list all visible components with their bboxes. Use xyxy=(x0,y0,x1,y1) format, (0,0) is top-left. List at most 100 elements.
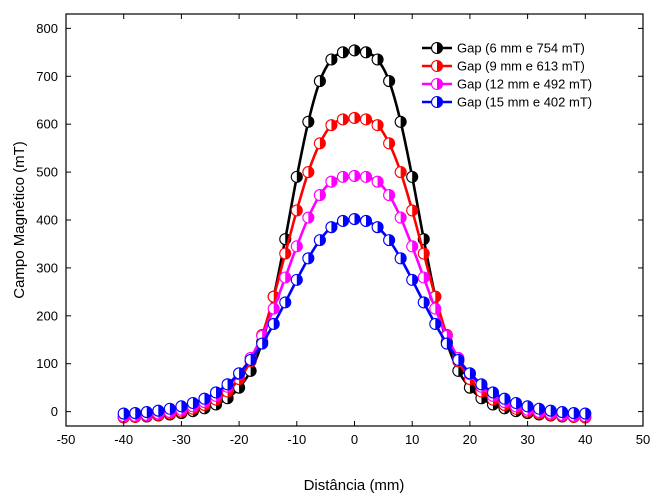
data-point xyxy=(417,271,430,284)
data-point xyxy=(279,296,292,309)
y-tick-label: 0 xyxy=(51,404,58,419)
data-point xyxy=(348,169,361,182)
data-point xyxy=(336,170,350,183)
data-point xyxy=(486,386,500,399)
data-point xyxy=(394,211,407,224)
data-point xyxy=(406,240,419,253)
x-tick-label: 10 xyxy=(405,432,419,447)
data-point xyxy=(233,367,246,380)
data-point xyxy=(440,337,453,350)
data-point xyxy=(290,204,303,217)
x-tick-label: -50 xyxy=(57,432,76,447)
data-point xyxy=(325,221,338,234)
data-point xyxy=(452,353,465,366)
y-tick-label: 500 xyxy=(36,165,58,180)
data-point xyxy=(325,175,338,188)
data-point xyxy=(430,77,444,91)
data-point xyxy=(313,137,326,150)
data-point xyxy=(359,170,373,183)
data-point xyxy=(348,44,361,57)
series-492 xyxy=(117,169,592,423)
x-tick-label: -40 xyxy=(114,432,133,447)
x-tick-label: 30 xyxy=(520,432,534,447)
legend-label: Gap (9 mm e 613 mT) xyxy=(457,59,585,74)
series-line xyxy=(123,116,586,419)
data-point xyxy=(430,41,444,55)
data-point xyxy=(533,402,546,415)
data-point xyxy=(429,317,442,331)
data-point xyxy=(290,240,303,253)
legend-item: Gap (12 mm e 492 mT) xyxy=(422,77,592,92)
data-point xyxy=(556,406,569,419)
data-point xyxy=(430,95,444,109)
legend-label: Gap (15 mm e 402 mT) xyxy=(457,95,592,110)
data-point xyxy=(313,234,326,247)
data-point xyxy=(325,119,338,132)
data-point xyxy=(510,396,523,410)
data-point xyxy=(383,234,396,247)
data-point xyxy=(463,367,476,380)
y-tick-label: 800 xyxy=(36,21,58,36)
data-point xyxy=(163,402,176,415)
series-layer xyxy=(117,44,592,424)
data-point xyxy=(336,46,350,59)
data-point xyxy=(394,115,407,128)
legend-item: Gap (6 mm e 754 mT) xyxy=(422,41,585,56)
x-tick-label: -30 xyxy=(172,432,191,447)
legend-label: Gap (6 mm e 754 mT) xyxy=(457,41,585,56)
data-point xyxy=(359,46,373,59)
data-point xyxy=(544,404,557,417)
data-point xyxy=(383,137,396,150)
data-point xyxy=(359,113,373,126)
data-point xyxy=(417,247,430,260)
x-tick-label: 0 xyxy=(351,432,358,447)
legend: Gap (6 mm e 754 mT) Gap (9 mm e 613 mT) Ga… xyxy=(422,41,592,110)
data-point xyxy=(302,211,315,224)
data-point xyxy=(279,247,292,260)
y-tick-label: 200 xyxy=(36,308,58,323)
data-point xyxy=(383,189,396,202)
series-402 xyxy=(117,212,592,420)
data-point xyxy=(371,221,384,234)
legend-item: Gap (15 mm e 402 mT) xyxy=(422,95,592,110)
data-point xyxy=(371,175,384,188)
data-point xyxy=(429,302,442,315)
data-point xyxy=(186,396,199,410)
data-point xyxy=(175,400,188,413)
data-point xyxy=(394,166,407,179)
data-point xyxy=(371,119,384,132)
data-point xyxy=(406,170,419,183)
data-point xyxy=(579,407,592,420)
data-point xyxy=(302,166,315,179)
x-tick-label: 20 xyxy=(463,432,477,447)
data-point xyxy=(498,392,511,405)
data-point xyxy=(406,204,419,217)
data-point xyxy=(152,404,165,417)
y-tick-label: 300 xyxy=(36,260,58,275)
data-point xyxy=(406,273,419,286)
x-tick-label: -10 xyxy=(287,432,306,447)
axes-layer: -50 -40 -30 -20 -10 0 10 20 30 40 5001002003004005… xyxy=(36,14,650,447)
data-point xyxy=(336,214,350,228)
legend-label: Gap (12 mm e 492 mT) xyxy=(457,77,592,92)
y-tick-label: 400 xyxy=(36,213,58,228)
x-tick-label: 40 xyxy=(578,432,592,447)
data-point xyxy=(256,337,269,350)
data-point xyxy=(430,59,444,73)
data-point xyxy=(383,75,396,88)
data-point xyxy=(290,170,303,183)
data-point xyxy=(348,212,361,226)
y-tick-label: 100 xyxy=(36,356,58,371)
data-point xyxy=(313,189,326,202)
data-point xyxy=(359,214,373,228)
data-point xyxy=(567,407,580,420)
data-point xyxy=(417,296,430,309)
data-point xyxy=(348,111,361,125)
data-point xyxy=(267,317,280,331)
data-point xyxy=(302,115,315,128)
data-point xyxy=(244,353,257,366)
data-point xyxy=(221,378,234,391)
data-point xyxy=(267,302,280,315)
y-tick-label: 700 xyxy=(36,69,58,84)
